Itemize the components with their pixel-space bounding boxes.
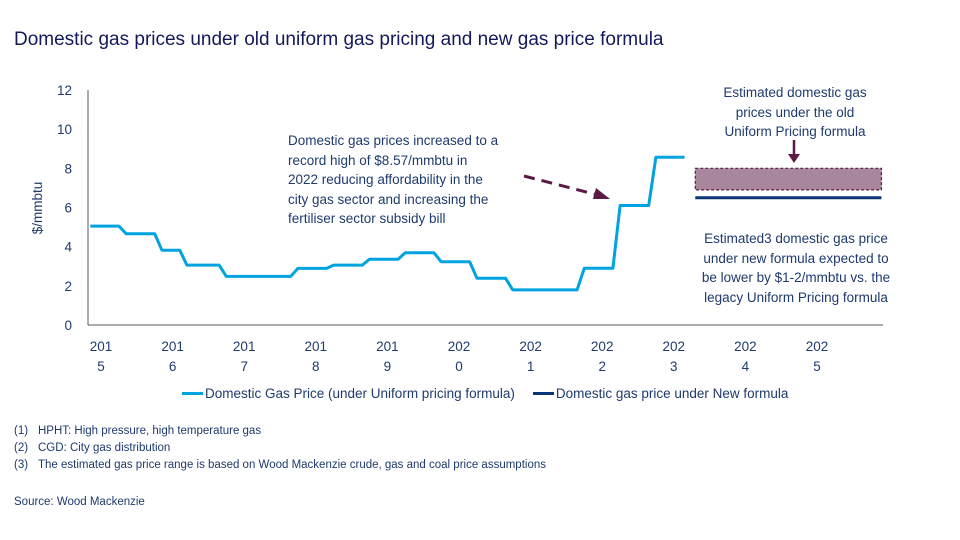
x-tick-label: 202 <box>448 339 471 354</box>
annotation-line: 2022 reducing affordability in the <box>288 172 483 187</box>
x-tick-label: 0 <box>455 359 463 374</box>
footnote-number: (1) <box>14 425 29 437</box>
x-tick-label: 3 <box>670 359 678 374</box>
annotation-line: Domestic gas prices increased to a <box>288 133 499 148</box>
footnote-number: (3) <box>14 459 29 471</box>
y-axis-label: $/mmbtu <box>30 182 45 235</box>
x-tick-label: 9 <box>384 359 392 374</box>
x-tick-label: 5 <box>813 359 821 374</box>
y-tick-label: 4 <box>64 240 72 255</box>
chart-legend: Domestic Gas Price (under Uniform pricin… <box>182 386 806 401</box>
footnotes: (1) HPHT: High pressure, high temperature… <box>14 423 546 474</box>
annotation-line: under new formula expected to <box>703 250 889 266</box>
x-tick-label: 7 <box>240 359 248 374</box>
annotation-line: fertiliser sector subsidy bill <box>288 211 446 226</box>
annotation-line: Estimated domestic gas <box>723 85 867 100</box>
footnote-text: CGD: City gas distribution <box>38 442 171 454</box>
footnote-text: HPHT: High pressure, high temperature ga… <box>38 425 262 437</box>
legend-swatch-new <box>532 392 554 395</box>
annotation-line: city gas sector and increasing the <box>288 191 489 207</box>
annotation-arrowhead-down <box>788 154 800 163</box>
footnote: (1) HPHT: High pressure, high temperature… <box>14 423 546 440</box>
annotation-line: Estimated3 domestic gas price <box>704 231 888 246</box>
y-tick-label: 10 <box>57 122 72 137</box>
x-tick-label: 201 <box>161 339 184 354</box>
legend-item-uniform: Domestic Gas Price (under Uniform pricin… <box>182 386 515 401</box>
footnote: (3) The estimated gas price range is base… <box>14 457 546 474</box>
x-tick-label: 202 <box>806 339 829 354</box>
x-tick-label: 201 <box>305 339 328 354</box>
old-formula-range-band <box>694 167 883 191</box>
x-tick-label: 5 <box>97 359 105 374</box>
legend-label-new: Domestic gas price under New formula <box>555 386 789 401</box>
source-note: Source: Wood Mackenzie <box>14 496 145 508</box>
annotation-record-high: Domestic gas prices increased to a recor… <box>288 131 548 229</box>
annotation-arrowhead <box>593 188 610 199</box>
x-tick-label: 202 <box>519 339 542 354</box>
x-tick-label: 4 <box>742 359 750 374</box>
x-tick-label: 202 <box>591 339 614 354</box>
annotation-line: record high of $8.57/mmbtu in <box>288 152 468 168</box>
footnote: (2) CGD: City gas distribution <box>14 440 546 457</box>
legend-swatch-uniform <box>182 392 203 395</box>
annotation-line: be lower by $1-2/mmbtu vs. the <box>701 270 891 285</box>
x-tick-label: 1 <box>527 359 535 374</box>
footnote-number: (2) <box>14 442 29 454</box>
x-tick-label: 2 <box>598 359 606 374</box>
legend-item-new: Domestic gas price under New formula <box>532 386 789 401</box>
x-tick-label: 202 <box>734 339 757 354</box>
x-tick-label: 202 <box>663 339 686 354</box>
x-tick-label: 201 <box>376 339 399 354</box>
x-tick-label: 201 <box>233 339 256 354</box>
annotation-new-formula: Estimated3 domestic gas price under new … <box>686 229 906 307</box>
footnote-text: The estimated gas price range is based o… <box>38 459 546 471</box>
y-tick-label: 0 <box>64 318 72 333</box>
x-tick-label: 6 <box>169 359 177 374</box>
x-tick-label: 8 <box>312 359 320 374</box>
annotation-line: Uniform Pricing formula <box>724 124 866 139</box>
annotation-line: prices under the old <box>735 104 855 120</box>
y-tick-label: 6 <box>64 201 72 216</box>
annotation-line: legacy Uniform Pricing formula <box>704 289 888 305</box>
annotation-old-formula: Estimated domestic gas prices under the … <box>700 83 890 142</box>
y-tick-label: 8 <box>64 161 72 176</box>
chart-title: Domestic gas prices under old uniform ga… <box>14 29 664 50</box>
y-tick-label: 2 <box>64 279 72 294</box>
x-tick-label: 201 <box>90 339 113 354</box>
y-tick-label: 12 <box>57 83 72 98</box>
annotation-arrow-dashed <box>523 174 599 197</box>
legend-label-uniform: Domestic Gas Price (under Uniform pricin… <box>205 386 515 401</box>
